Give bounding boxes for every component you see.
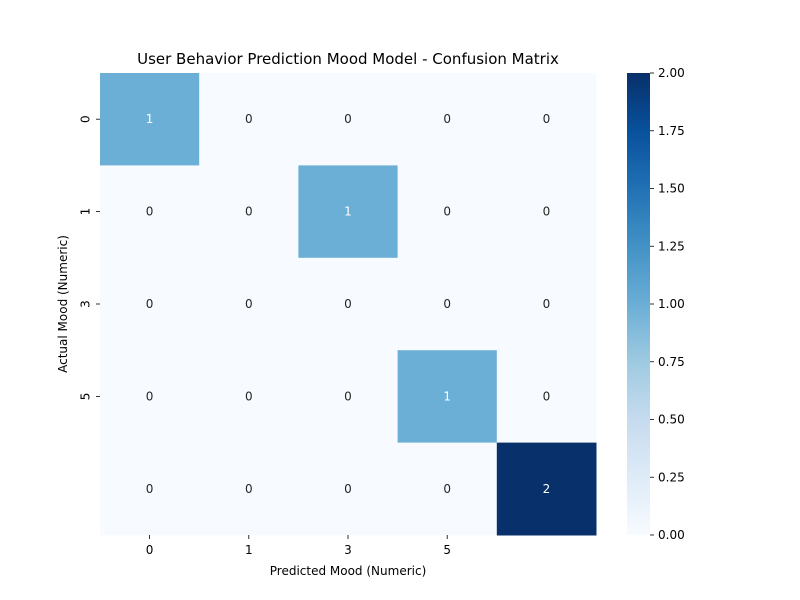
cell-value-label: 0 <box>543 297 551 311</box>
cell-value-label: 0 <box>443 205 451 219</box>
x-tick-label: 3 <box>344 543 352 557</box>
colorbar-tick-label: 0.00 <box>658 528 685 542</box>
chart-title: User Behavior Prediction Mood Model - Co… <box>137 50 559 68</box>
cell-value-label: 0 <box>245 205 253 219</box>
cell-value-label: 1 <box>344 205 352 219</box>
heatmap-cell <box>199 165 299 259</box>
cell-value-label: 0 <box>146 482 154 496</box>
heatmap-cell <box>496 257 597 351</box>
heatmap-cell <box>199 73 299 166</box>
heatmap-cell <box>496 350 597 444</box>
y-axis: 0 1 3 5 <box>79 115 100 401</box>
cell-value-label: 0 <box>443 112 451 126</box>
cell-value-label: 0 <box>543 205 551 219</box>
x-tick-label: 5 <box>443 543 451 557</box>
heatmap-cell <box>397 350 498 444</box>
cell-value-label: 0 <box>543 112 551 126</box>
heatmap-cell <box>199 442 299 536</box>
cell-value-label: 0 <box>146 205 154 219</box>
heatmap-cell <box>100 73 200 166</box>
x-tick-label: 0 <box>146 543 154 557</box>
y-tick-label: 0 <box>79 115 93 123</box>
colorbar <box>627 73 650 535</box>
x-axis: 0 1 3 5 <box>146 535 451 557</box>
colorbar-tick-label: 0.50 <box>658 413 685 427</box>
y-axis-label: Actual Mood (Numeric) <box>56 235 70 373</box>
cell-value-label: 0 <box>443 297 451 311</box>
heatmap-cell <box>199 257 299 351</box>
heatmap-cell <box>100 257 200 351</box>
cell-value-label: 1 <box>146 112 154 126</box>
heatmap-cell <box>298 73 399 166</box>
colorbar-ticks: 0.00 0.25 0.50 0.75 1.00 1.25 1.50 1.75 2.00 <box>650 66 685 542</box>
heatmap-cells <box>100 73 597 536</box>
heatmap-cell <box>100 442 200 536</box>
heatmap-cell <box>397 165 498 259</box>
cell-value-label: 0 <box>344 297 352 311</box>
heatmap-cell <box>298 257 399 351</box>
cell-value-label: 0 <box>146 297 154 311</box>
heatmap-cell <box>298 442 399 536</box>
colorbar-tick-label: 0.25 <box>658 470 685 484</box>
heatmap-cell <box>496 73 597 166</box>
x-tick-label: 1 <box>245 543 253 557</box>
cell-value-label: 0 <box>344 389 352 403</box>
heatmap-cell <box>496 165 597 259</box>
heatmap-cell-labels: 1 0 0 0 0 0 0 1 0 0 0 0 0 0 0 0 0 0 1 0 0 0 0 0 2 <box>146 112 550 496</box>
x-axis-label: Predicted Mood (Numeric) <box>270 564 427 578</box>
colorbar-tick-label: 0.75 <box>658 355 685 369</box>
cell-value-label: 0 <box>344 112 352 126</box>
cell-value-label: 2 <box>543 482 551 496</box>
colorbar-tick-label: 1.00 <box>658 297 685 311</box>
colorbar-tick-label: 1.75 <box>658 124 685 138</box>
heatmap-cell <box>298 165 399 259</box>
cell-value-label: 0 <box>245 389 253 403</box>
heatmap-cell <box>199 350 299 444</box>
cell-value-label: 0 <box>443 482 451 496</box>
heatmap-cell <box>298 350 399 444</box>
heatmap-cell <box>496 442 597 536</box>
cell-value-label: 0 <box>543 389 551 403</box>
colorbar-tick-label: 1.25 <box>658 239 685 253</box>
heatmap-cell <box>100 165 200 259</box>
heatmap-cell <box>397 73 498 166</box>
cell-value-label: 0 <box>344 482 352 496</box>
heatmap-cell <box>100 350 200 444</box>
y-tick-label: 3 <box>79 300 93 308</box>
cell-value-label: 0 <box>245 297 253 311</box>
heatmap-cell <box>397 257 498 351</box>
cell-value-label: 0 <box>245 112 253 126</box>
cell-value-label: 1 <box>443 389 451 403</box>
colorbar-tick-label: 1.50 <box>658 182 685 196</box>
cell-value-label: 0 <box>245 482 253 496</box>
y-tick-label: 1 <box>79 208 93 216</box>
colorbar-tick-label: 2.00 <box>658 66 685 80</box>
cell-value-label: 0 <box>146 389 154 403</box>
heatmap-cell <box>397 442 498 536</box>
y-tick-label: 5 <box>79 393 93 401</box>
